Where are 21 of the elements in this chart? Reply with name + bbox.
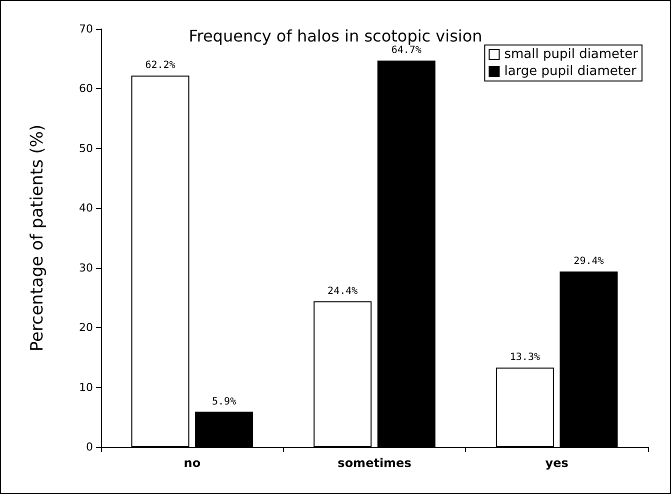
y-tick-label: 60	[79, 82, 93, 96]
x-tick-label: no	[184, 456, 201, 470]
chart-title: Frequency of halos in scotopic vision	[188, 26, 482, 46]
y-tick-label: 70	[79, 22, 93, 36]
data-label: 24.4%	[328, 286, 358, 297]
data-label: 13.3%	[510, 352, 540, 364]
x-tick-label: yes	[545, 456, 568, 470]
y-tick-label: 20	[79, 321, 93, 334]
data-label: 62.2%	[145, 60, 176, 72]
y-tick-label: 40	[79, 202, 93, 215]
data-label: 29.4%	[574, 256, 604, 267]
data-label: 5.9%	[212, 396, 236, 408]
data-label: 64.7%	[391, 45, 422, 56]
y-tick-label: 10	[79, 380, 93, 394]
x-tick-label: sometimes	[338, 456, 412, 470]
y-tick-label: 50	[79, 142, 93, 155]
legend-label: large pupil diameter	[504, 64, 637, 79]
y-tick-label: 0	[86, 440, 93, 454]
y-axis-title: Percentage of patients (%)	[28, 124, 48, 352]
y-tick-label: 30	[79, 261, 93, 274]
legend-label: small pupil diameter	[504, 47, 639, 62]
